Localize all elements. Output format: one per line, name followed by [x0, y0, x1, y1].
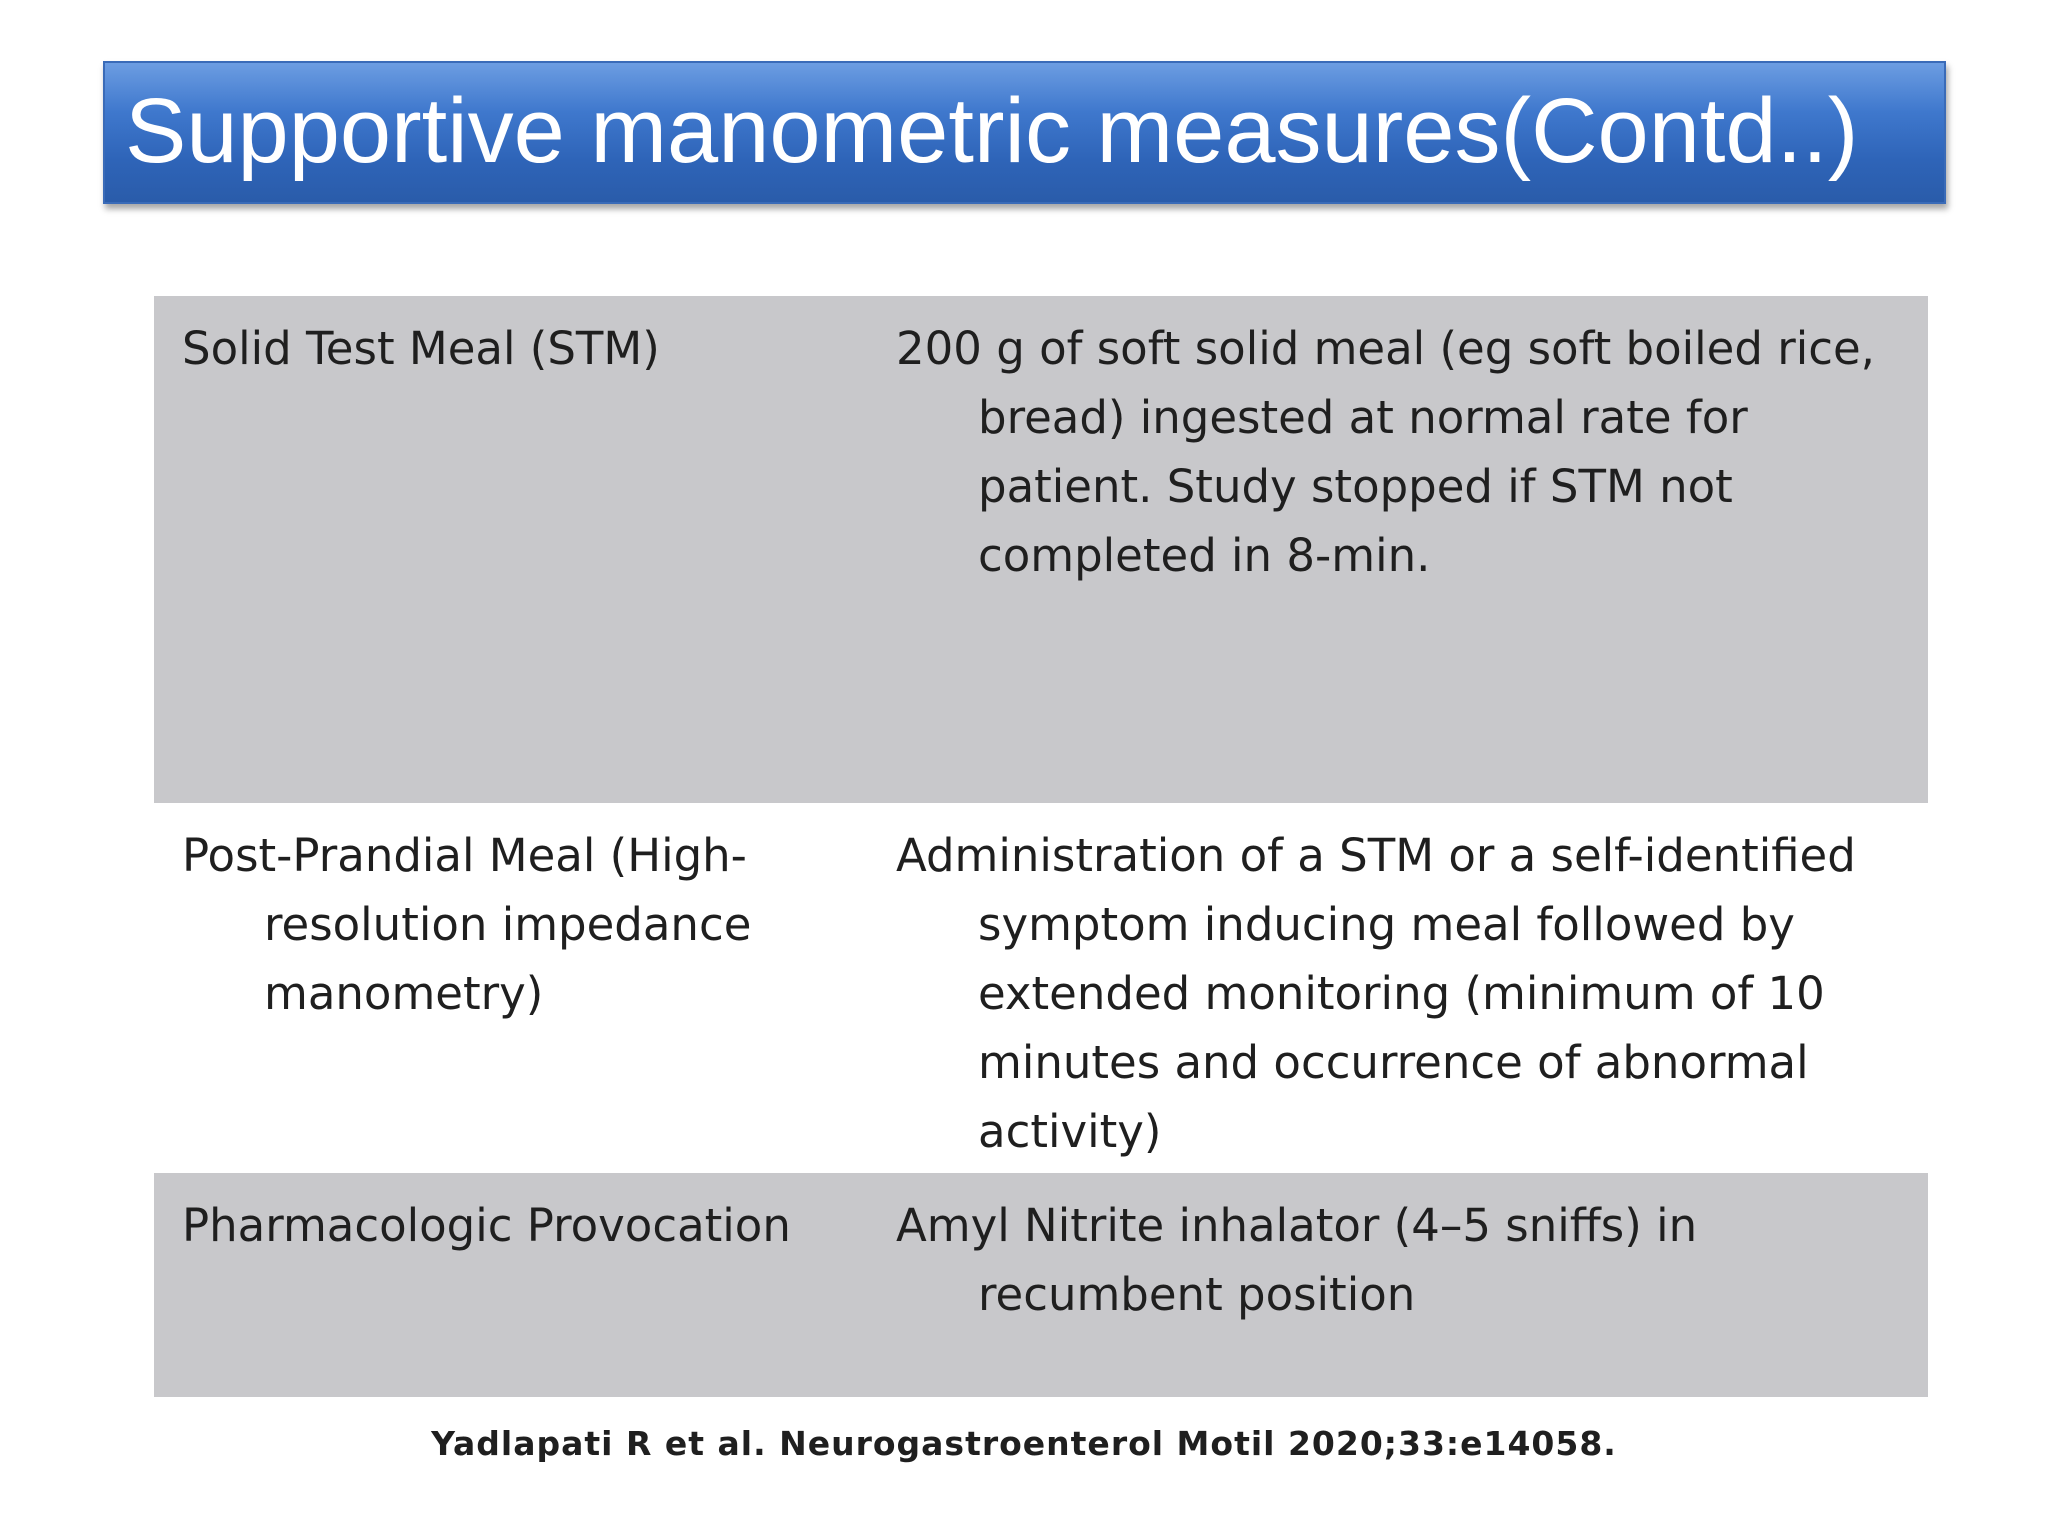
table-row: Solid Test Meal (STM) 200 g of soft soli…	[154, 296, 1928, 803]
measure-cell: Post-Prandial Meal (High-resolution impe…	[182, 829, 752, 1020]
slide-title: Supportive manometric measures(Contd..)	[125, 80, 1859, 182]
measure-cell: Solid Test Meal (STM)	[182, 322, 660, 375]
description-cell: Amyl Nitrite inhalator (4–5 sniffs) in r…	[896, 1199, 1698, 1321]
citation: Yadlapati R et al. Neurogastroenterol Mo…	[431, 1424, 1617, 1463]
title-bar: Supportive manometric measures(Contd..)	[103, 61, 1946, 204]
description-cell: Administration of a STM or a self-identi…	[896, 829, 1856, 1158]
table-row: Pharmacologic Provocation Amyl Nitrite i…	[154, 1173, 1928, 1397]
description-cell: 200 g of soft solid meal (eg soft boiled…	[896, 322, 1875, 582]
measures-table: Solid Test Meal (STM) 200 g of soft soli…	[154, 296, 1928, 1397]
table-row: Post-Prandial Meal (High-resolution impe…	[154, 803, 1928, 1173]
measure-cell: Pharmacologic Provocation	[182, 1199, 791, 1252]
